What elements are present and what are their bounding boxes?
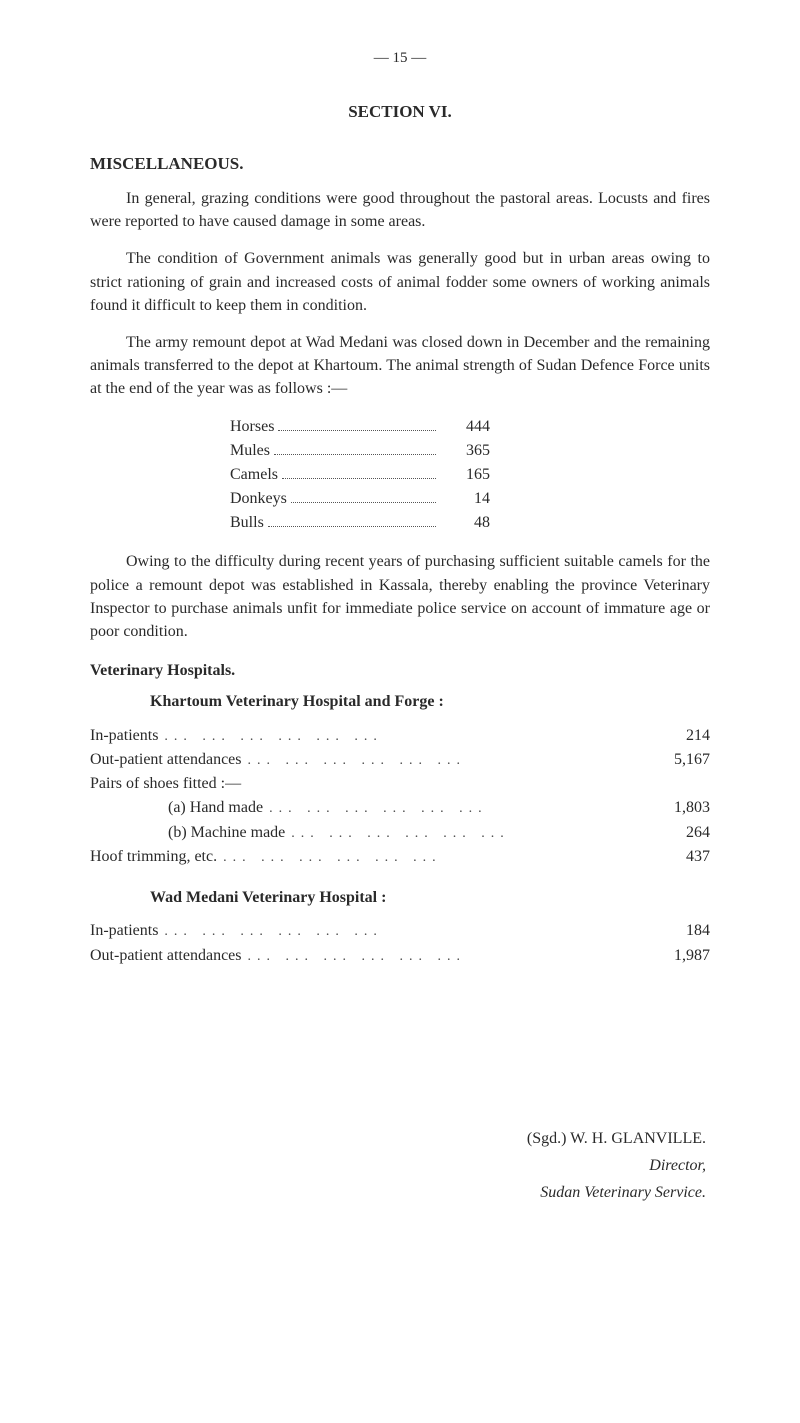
stat-label: Out-patient attendances xyxy=(90,748,242,771)
leader-dots: ... ... ... ... ... ... xyxy=(248,751,645,771)
wad-medani-stats: In-patients ... ... ... ... ... ... 184 … xyxy=(90,919,710,967)
section-title: SECTION VI. xyxy=(90,100,710,125)
leader-dots xyxy=(274,453,436,455)
leader-dots xyxy=(282,477,436,479)
stat-label: In-patients xyxy=(90,919,158,942)
leader-dots: ... ... ... ... ... ... xyxy=(269,799,644,819)
count-value: 444 xyxy=(440,415,490,438)
stat-label: In-patients xyxy=(90,724,158,747)
leader-dots xyxy=(291,501,436,503)
count-label: Mules xyxy=(230,439,270,462)
paragraph: Owing to the difficulty during recent ye… xyxy=(90,550,710,643)
count-label: Bulls xyxy=(230,511,264,534)
table-row: In-patients ... ... ... ... ... ... 214 xyxy=(90,724,710,747)
stat-value: 264 xyxy=(650,821,710,844)
leader-dots: ... ... ... ... ... ... xyxy=(223,848,644,868)
khartoum-stats: In-patients ... ... ... ... ... ... 214 … xyxy=(90,724,710,869)
wad-medani-heading: Wad Medani Veterinary Hospital : xyxy=(90,886,710,909)
leader-dots: ... ... ... ... ... ... xyxy=(164,922,644,942)
stat-value: 1,987 xyxy=(650,944,710,967)
stat-label: Pairs of shoes fitted :— xyxy=(90,772,241,795)
leader-dots xyxy=(268,525,436,527)
khartoum-heading: Khartoum Veterinary Hospital and Forge : xyxy=(90,690,710,713)
table-row: Hoof trimming, etc. ... ... ... ... ... … xyxy=(90,845,710,868)
table-row: Out-patient attendances ... ... ... ... … xyxy=(90,748,710,771)
page: — 15 — SECTION VI. MISCELLANEOUS. In gen… xyxy=(0,0,800,1423)
vet-hospitals-heading: Veterinary Hospitals. xyxy=(90,659,710,682)
signature-block: (Sgd.) W. H. GLANVILLE. Director, Sudan … xyxy=(90,1127,710,1205)
stat-value: 214 xyxy=(650,724,710,747)
stat-label: (a) Hand made xyxy=(90,796,263,819)
stat-value: 437 xyxy=(650,845,710,868)
misc-heading: MISCELLANEOUS. xyxy=(90,152,710,177)
signature-title: Director, xyxy=(90,1154,706,1177)
signature-name: (Sgd.) W. H. GLANVILLE. xyxy=(90,1127,706,1150)
table-row: In-patients ... ... ... ... ... ... 184 xyxy=(90,919,710,942)
animal-counts-table: Horses 444 Mules 365 Camels 165 Donkeys xyxy=(90,415,710,535)
leader-dots: ... ... ... ... ... ... xyxy=(248,947,645,967)
count-value: 14 xyxy=(440,487,490,510)
table-row: Mules 365 xyxy=(90,439,710,462)
table-row: Bulls 48 xyxy=(90,511,710,534)
paragraph: In general, grazing conditions were good… xyxy=(90,187,710,233)
stat-label: Out-patient attendances xyxy=(90,944,242,967)
table-row: (a) Hand made ... ... ... ... ... ... 1,… xyxy=(90,796,710,819)
table-row: Camels 165 xyxy=(90,463,710,486)
signature-org: Sudan Veterinary Service. xyxy=(90,1181,706,1204)
leader-dots xyxy=(278,429,436,431)
leader-dots: ... ... ... ... ... ... xyxy=(291,824,644,844)
stat-label: (b) Machine made xyxy=(90,821,285,844)
table-row: (b) Machine made ... ... ... ... ... ...… xyxy=(90,821,710,844)
table-row: Pairs of shoes fitted :— xyxy=(90,772,710,795)
count-label: Horses xyxy=(230,415,274,438)
table-row: Donkeys 14 xyxy=(90,487,710,510)
count-label: Camels xyxy=(230,463,278,486)
stat-value: 5,167 xyxy=(650,748,710,771)
paragraph: The condition of Government animals was … xyxy=(90,247,710,317)
stat-value: 184 xyxy=(650,919,710,942)
count-value: 165 xyxy=(440,463,490,486)
count-value: 48 xyxy=(440,511,490,534)
page-number: — 15 — xyxy=(90,48,710,70)
table-row: Horses 444 xyxy=(90,415,710,438)
paragraph: The army remount depot at Wad Medani was… xyxy=(90,331,710,401)
count-value: 365 xyxy=(440,439,490,462)
table-row: Out-patient attendances ... ... ... ... … xyxy=(90,944,710,967)
count-label: Donkeys xyxy=(230,487,287,510)
stat-label: Hoof trimming, etc. xyxy=(90,845,217,868)
leader-dots: ... ... ... ... ... ... xyxy=(164,727,644,747)
stat-value: 1,803 xyxy=(650,796,710,819)
